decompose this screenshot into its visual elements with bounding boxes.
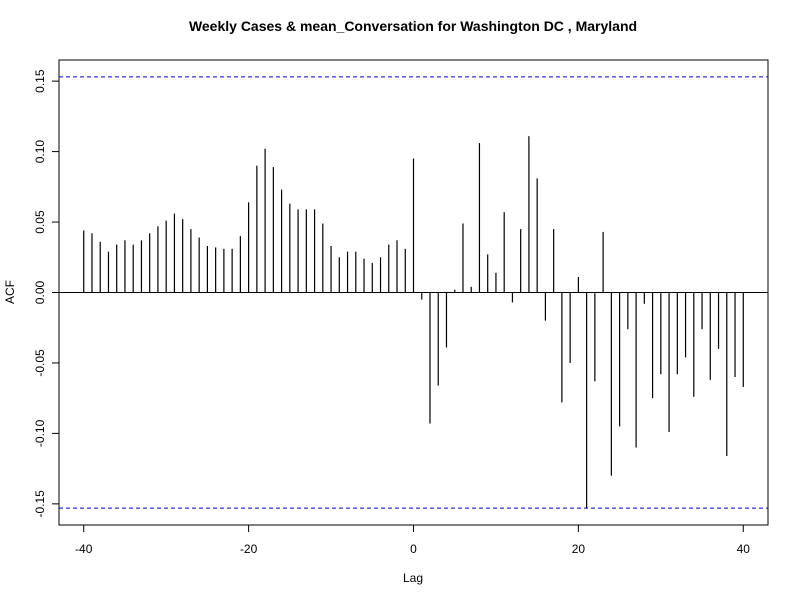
y-tick-label: 0.15	[33, 69, 47, 93]
y-tick-label: -0.05	[33, 349, 47, 377]
x-tick-label: -20	[240, 542, 258, 556]
x-tick-label: 20	[572, 542, 586, 556]
x-axis: -40 -20 0 20 40	[75, 524, 751, 556]
y-axis: -0.15 -0.10 -0.05 0.00 0.05 0.10 0.15	[33, 69, 60, 518]
x-axis-label: Lag	[403, 571, 423, 585]
y-tick-label: -0.10	[33, 419, 47, 447]
chart-title: Weekly Cases & mean_Conversation for Was…	[189, 18, 637, 34]
y-axis-label: ACF	[3, 280, 17, 304]
y-tick-label: -0.15	[33, 490, 47, 518]
x-tick-label: 0	[410, 542, 417, 556]
acf-bars	[83, 136, 744, 509]
x-tick-label: 40	[737, 542, 751, 556]
y-tick-label: 0.10	[33, 140, 47, 164]
y-tick-label: 0.00	[33, 280, 47, 304]
y-tick-label: 0.05	[33, 210, 47, 234]
x-tick-label: -40	[75, 542, 93, 556]
